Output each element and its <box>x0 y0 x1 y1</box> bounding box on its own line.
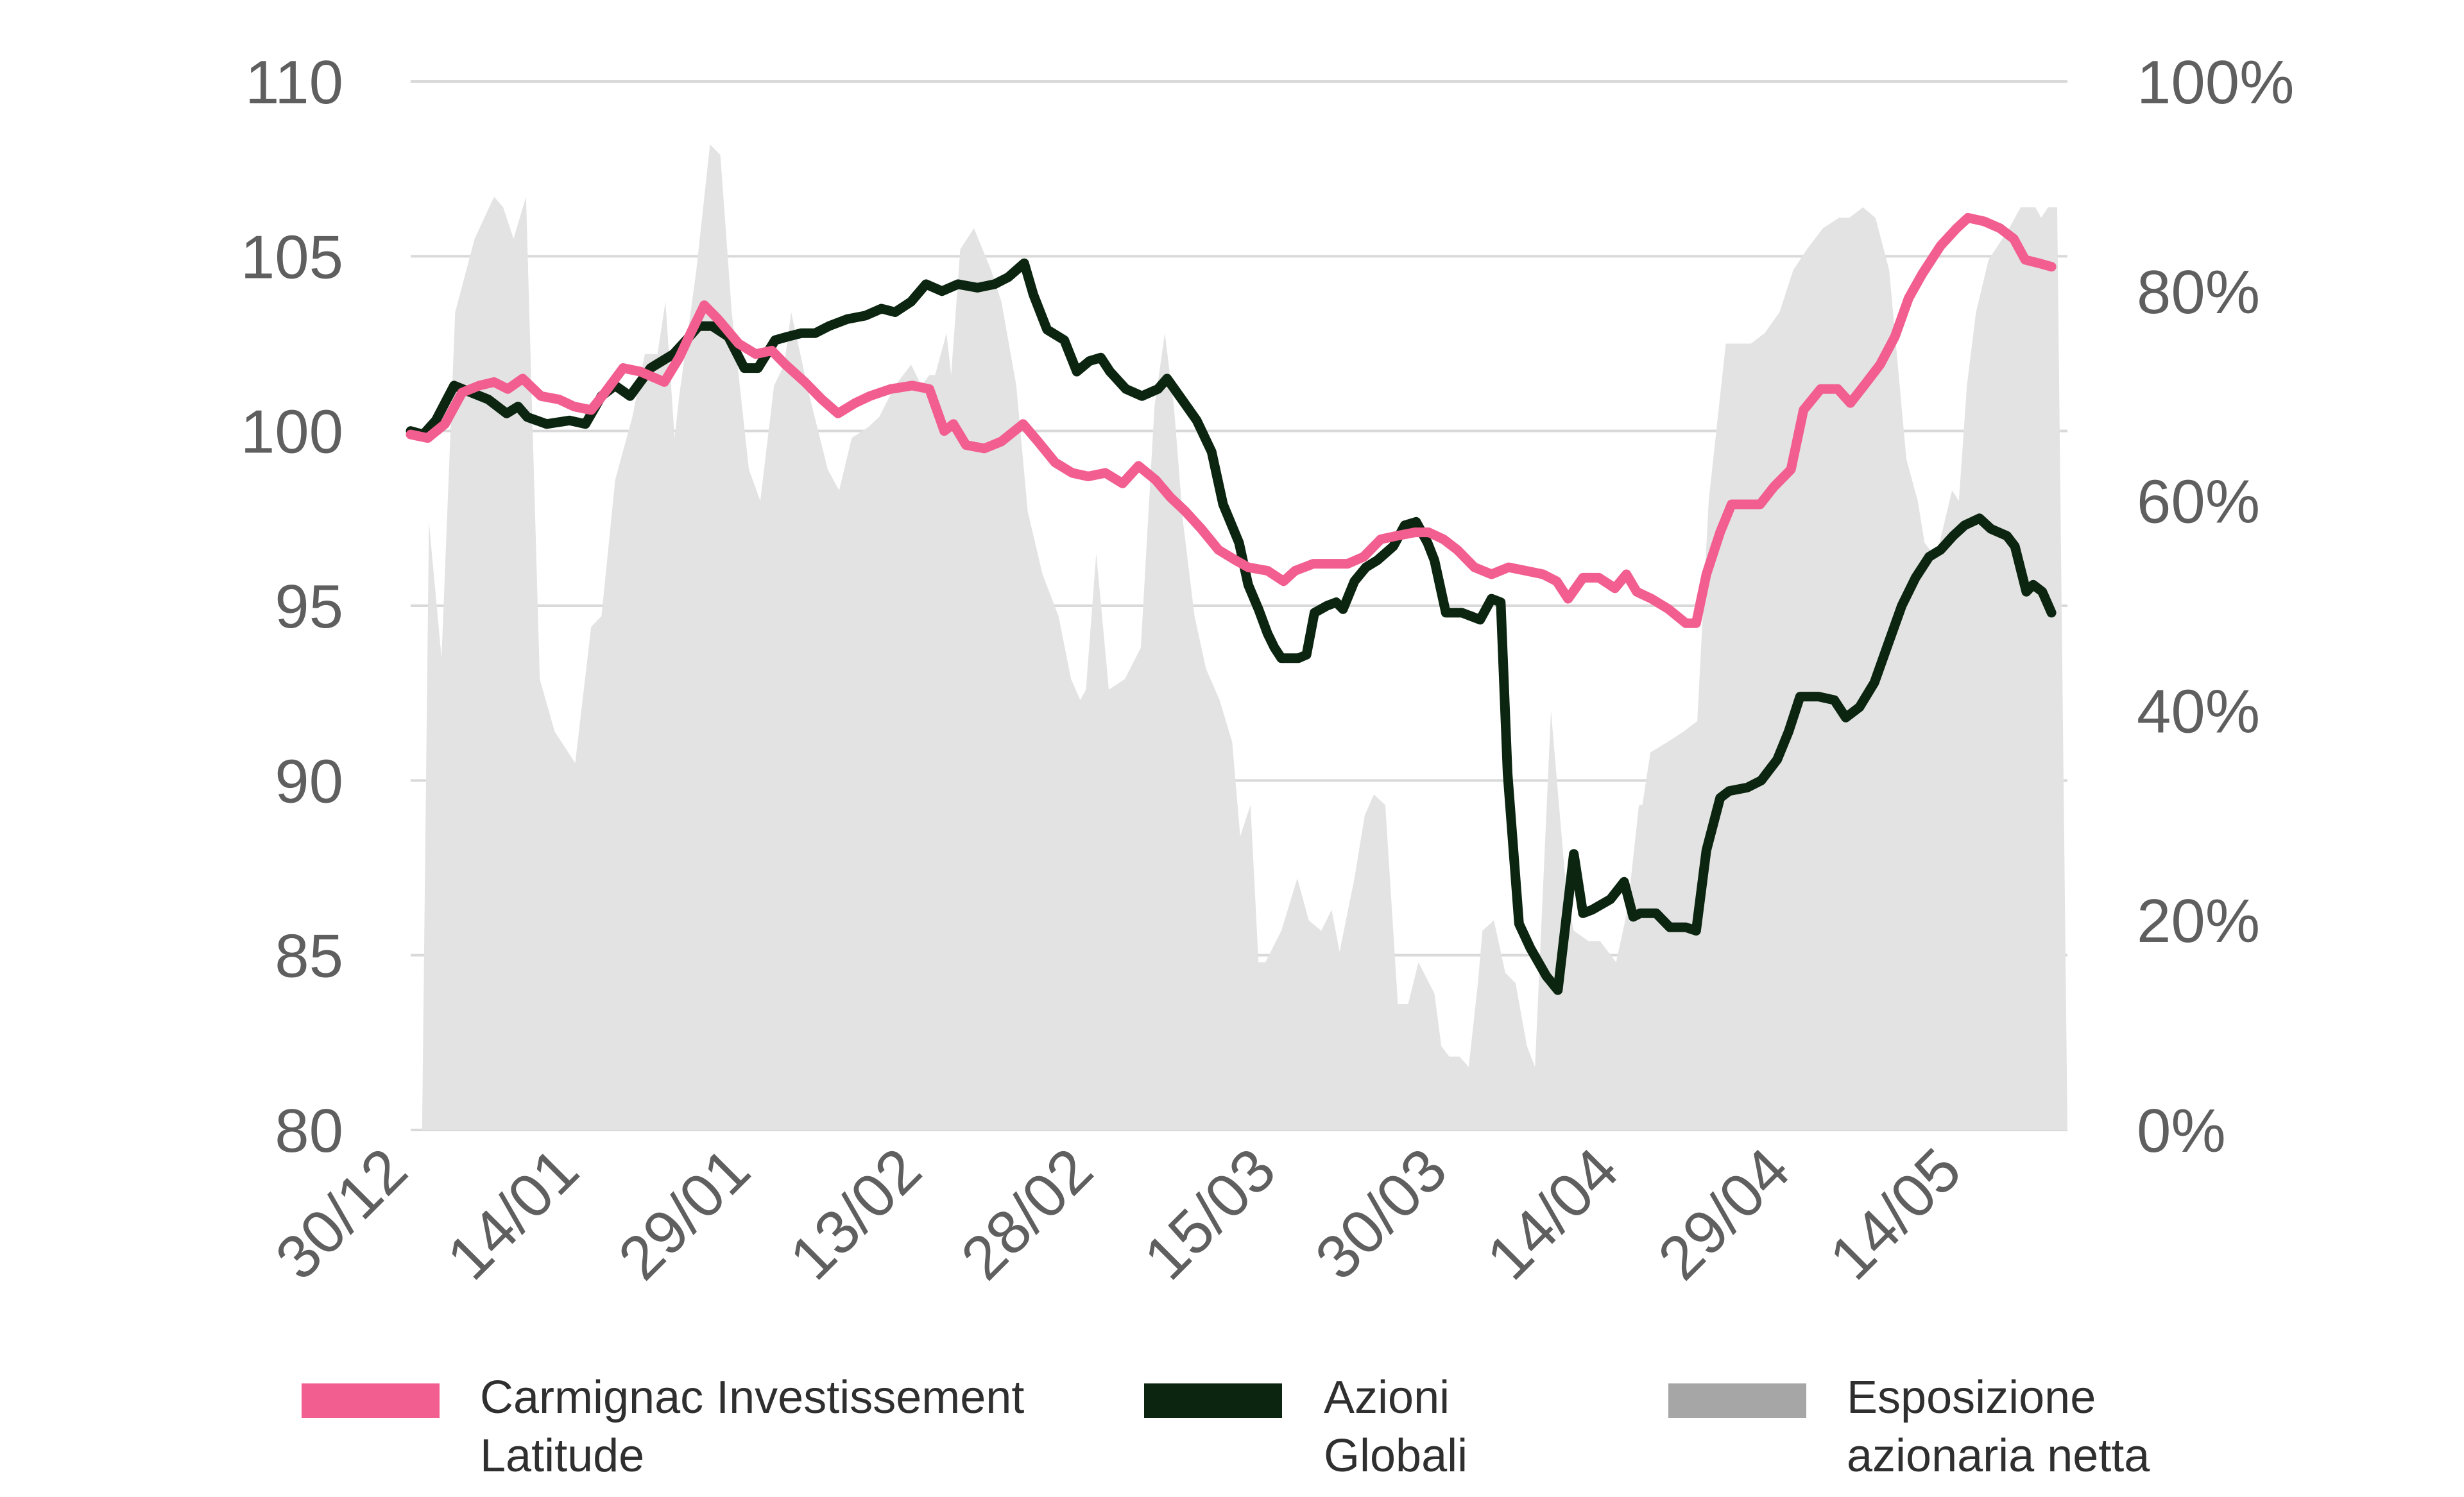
y-tick-label-right-20pct: 20% <box>2137 887 2260 955</box>
legend-label-esposizione-line-1: Esposizione <box>1847 1372 2096 1423</box>
y-tick-label-left-90: 90 <box>275 747 343 816</box>
left-axis: 80 85 90 95 100 105 110 <box>241 48 343 1165</box>
y-tick-label-right-0pct: 0% <box>2137 1097 2226 1165</box>
line-layer <box>406 212 2057 995</box>
series-area-esposizione <box>422 144 2067 1130</box>
legend-label-carmignac-line-1: Carmignac Investissement <box>480 1372 1024 1423</box>
legend-label-azioni-line-1: Azioni <box>1324 1372 1450 1423</box>
area-layer <box>422 144 2067 1130</box>
series-line-azioni-globali <box>406 258 2057 995</box>
y-tick-label-left-105: 105 <box>241 223 343 291</box>
legend: Carmignac Investissement Latitude Azioni… <box>302 1372 2150 1482</box>
y-tick-label-right-60pct: 60% <box>2137 468 2260 536</box>
legend-label-esposizione-line-2: azionaria netta <box>1847 1430 2150 1482</box>
y-tick-label-right-80pct: 80% <box>2137 258 2260 327</box>
y-tick-label-left-95: 95 <box>275 572 343 641</box>
y-tick-label-right-100pct: 100% <box>2137 48 2295 117</box>
series-line-carmignac <box>406 212 2057 628</box>
legend-label-azioni-line-2: Globali <box>1324 1430 1467 1482</box>
right-axis: 0% 20% 40% 60% 80% 100% <box>2137 48 2295 1165</box>
y-tick-label-left-80: 80 <box>275 1097 343 1165</box>
legend-swatch-azioni <box>1144 1383 1282 1418</box>
legend-label-carmignac-line-2: Latitude <box>480 1430 644 1482</box>
legend-swatch-esposizione <box>1668 1383 1806 1418</box>
legend-swatch-carmignac <box>302 1383 440 1418</box>
y-tick-label-right-40pct: 40% <box>2137 677 2260 746</box>
y-tick-label-left-85: 85 <box>275 922 343 991</box>
y-tick-label-left-110: 110 <box>245 48 343 117</box>
y-tick-label-left-100: 100 <box>241 398 343 466</box>
